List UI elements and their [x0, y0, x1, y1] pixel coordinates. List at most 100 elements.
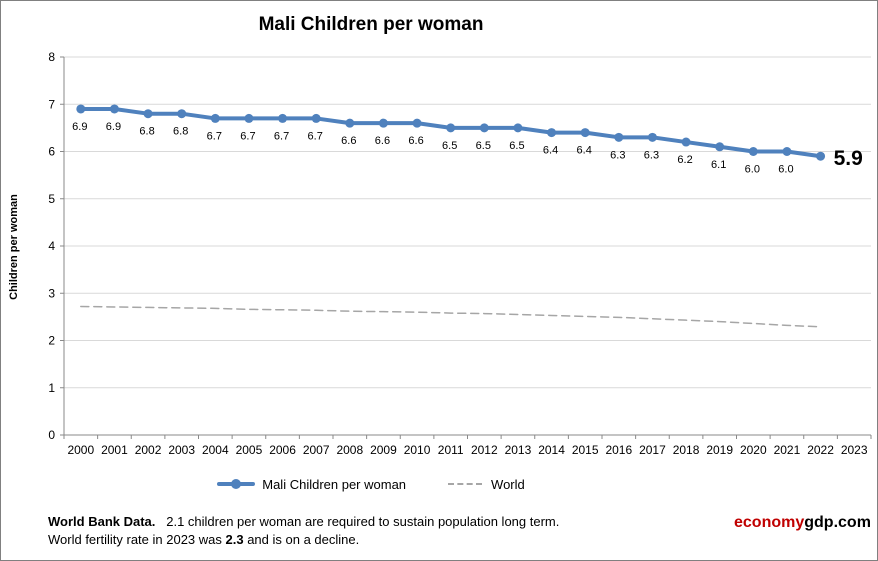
- final-value-label: 5.9: [834, 147, 863, 170]
- mali-data-point: [311, 113, 321, 123]
- footer-line1-text: 2.1 children per woman are required to s…: [166, 514, 560, 529]
- x-tick-label: 2016: [605, 443, 632, 457]
- mali-line-sample-icon: [217, 479, 256, 489]
- x-tick-label: 2010: [404, 443, 431, 457]
- mali-marker-icon: [231, 479, 242, 489]
- mali-data-point: [647, 132, 657, 142]
- y-tick-label: 7: [48, 97, 55, 111]
- x-tick-label: 2014: [538, 443, 565, 457]
- y-tick-label: 8: [48, 50, 55, 64]
- chart-canvas: 0 1 2 3 4 5 6 7 8 2000 2001 2002 2003 2004 2005 2006 200…: [48, 50, 872, 457]
- site-logo: economygdp.com: [734, 514, 871, 532]
- mali-data-point: [109, 104, 119, 114]
- data-label: 6.6: [375, 135, 390, 147]
- data-label: 6.5: [476, 140, 491, 152]
- mali-data-point: [412, 118, 422, 128]
- data-label: 6.4: [543, 145, 558, 157]
- data-label: 6.9: [72, 121, 87, 133]
- x-tick-label: 2012: [471, 443, 498, 457]
- footer-line2-prefix: World fertility rate in 2023 was: [48, 532, 226, 547]
- y-tick-label: 0: [48, 428, 55, 442]
- chart-title: Mali Children per woman: [258, 14, 484, 35]
- data-label: 6.1: [711, 159, 726, 171]
- x-tick-label: 2004: [202, 443, 229, 457]
- mali-data-point: [748, 147, 758, 156]
- x-tick-label: 2015: [572, 443, 599, 457]
- data-label: 6.3: [644, 149, 659, 161]
- mali-data-point: [76, 104, 86, 114]
- mali-data-point: [345, 118, 355, 128]
- data-label: 6.9: [106, 121, 121, 133]
- data-label: 6.7: [207, 130, 222, 142]
- x-tick-label: 2001: [101, 443, 128, 457]
- mali-data-point: [681, 137, 691, 147]
- x-tick-label: 2023: [841, 443, 868, 457]
- mali-data-point: [614, 132, 624, 142]
- footer-source: World Bank Data.: [48, 514, 156, 529]
- footer-line2-suffix: and is on a decline.: [243, 532, 360, 547]
- logo-red-part: economy: [734, 514, 805, 531]
- mali-data-point: [547, 128, 557, 138]
- legend-item-world: World: [448, 477, 525, 492]
- data-label: 6.0: [778, 164, 793, 176]
- data-label: 6.7: [240, 130, 255, 142]
- mali-data-point: [378, 118, 388, 128]
- footer-line-1: World Bank Data. 2.1 children per woman …: [48, 513, 559, 531]
- mali-data-point: [816, 151, 826, 161]
- legend-world-label: World: [491, 476, 525, 492]
- mali-data-point: [278, 113, 288, 123]
- data-label: 6.7: [308, 130, 323, 142]
- x-tick-label: 2018: [673, 443, 700, 457]
- legend: Mali Children per woman World: [1, 473, 741, 495]
- x-tick-label: 2022: [807, 443, 834, 457]
- y-tick-label: 4: [48, 239, 55, 253]
- legend-item-mali: Mali Children per woman: [217, 477, 406, 492]
- y-tick-label: 5: [48, 192, 55, 206]
- data-label: 6.7: [274, 130, 289, 142]
- data-label: 6.4: [577, 145, 592, 157]
- mali-data-point: [513, 123, 523, 133]
- logo-black-part: gdp.com: [804, 514, 871, 531]
- footer-line2-value: 2.3: [225, 532, 244, 547]
- world-dashed-line-sample-icon: [448, 483, 483, 485]
- data-label: 6.8: [139, 126, 154, 138]
- mali-data-point: [446, 123, 456, 133]
- x-tick-label: 2003: [168, 443, 195, 457]
- y-tick-label: 1: [48, 381, 55, 395]
- data-label: 6.5: [509, 140, 524, 152]
- data-label: 6.2: [677, 154, 692, 166]
- x-tick-label: 2013: [505, 443, 532, 457]
- data-label: 6.6: [408, 135, 423, 147]
- footer-line-2: World fertility rate in 2023 was 2.3 and…: [48, 531, 559, 549]
- mali-data-point: [244, 113, 254, 123]
- x-tick-label: 2011: [438, 443, 464, 457]
- x-tick-label: 2006: [269, 443, 296, 457]
- mali-data-point: [580, 128, 590, 138]
- mali-data-point: [177, 109, 187, 119]
- x-tick-label: 2017: [639, 443, 666, 457]
- x-tick-label: 2005: [236, 443, 263, 457]
- x-tick-label: 2019: [706, 443, 733, 457]
- data-label: 6.5: [442, 140, 457, 152]
- x-tick-label: 2021: [774, 443, 801, 457]
- data-label: 6.6: [341, 135, 356, 147]
- legend-mali-label: Mali Children per woman: [262, 476, 407, 492]
- y-tick-label: 3: [48, 286, 55, 300]
- mali-data-point: [715, 142, 725, 152]
- x-tick-label: 2000: [67, 443, 94, 457]
- data-label: 6.0: [745, 164, 760, 176]
- data-label: 6.3: [610, 149, 625, 161]
- world-line: [80, 305, 822, 328]
- x-tick-label: 2008: [336, 443, 363, 457]
- mali-data-point: [782, 147, 792, 156]
- x-tick-label: 2007: [303, 443, 330, 457]
- mali-data-point: [210, 113, 220, 123]
- data-label: 6.8: [173, 126, 188, 138]
- x-tick-label: 2002: [135, 443, 162, 457]
- mali-data-point: [143, 109, 153, 119]
- x-tick-label: 2020: [740, 443, 767, 457]
- mali-data-point: [479, 123, 489, 133]
- footer-note: World Bank Data. 2.1 children per woman …: [48, 513, 559, 549]
- y-tick-label: 6: [48, 145, 55, 159]
- y-tick-label: 2: [48, 334, 55, 348]
